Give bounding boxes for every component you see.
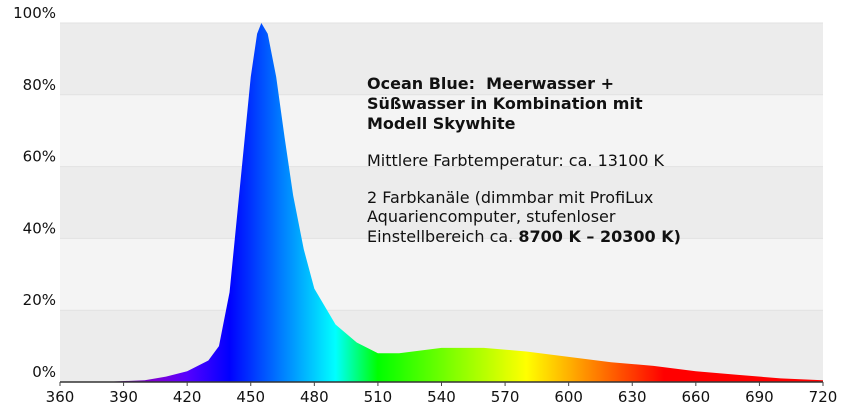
y-tick-label: 100% (13, 4, 56, 22)
x-tick-label: 570 (491, 388, 520, 406)
x-tick-label: 600 (554, 388, 583, 406)
x-tick-label: 390 (109, 388, 138, 406)
y-tick-label: 0% (32, 363, 56, 381)
y-tick-label: 40% (23, 219, 56, 237)
grid-band (60, 238, 823, 311)
y-tick-label: 60% (23, 148, 56, 166)
annotation-text: Aquariencomputer, stufenloser (367, 207, 616, 226)
x-tick-label: 450 (236, 388, 265, 406)
spectrum-area (60, 23, 823, 382)
annotation: Ocean Blue: Meerwasser + Süßwasser in Ko… (367, 74, 681, 246)
annotation-text: Einstellbereich ca. (367, 227, 518, 246)
x-tick-label: 690 (745, 388, 774, 406)
x-tick-label: 720 (809, 388, 838, 406)
annotation-text: Einstellbereich ca. 8700 K – 20300 K) (367, 227, 681, 246)
grid-band (60, 94, 823, 167)
x-tick-label: 360 (46, 388, 75, 406)
grid-band (60, 166, 823, 239)
x-tick-label: 630 (618, 388, 647, 406)
x-tick-label: 510 (364, 388, 393, 406)
x-tick-label: 420 (173, 388, 202, 406)
x-tick-label: 660 (682, 388, 711, 406)
x-tick-label: 540 (427, 388, 456, 406)
annotation-title: Modell Skywhite (367, 114, 516, 133)
y-tick-label: 80% (23, 76, 56, 94)
x-tick-label: 480 (300, 388, 329, 406)
annotation-bold: 8700 K – 20300 K) (518, 227, 681, 246)
annotation-title: Süßwasser in Kombination mit (367, 94, 643, 113)
annotation-text: Mittlere Farbtemperatur: ca. 13100 K (367, 151, 665, 170)
grid-band (60, 23, 823, 95)
annotation-text: 2 Farbkanäle (dimmbar mit ProfiLux (367, 188, 653, 207)
y-tick-label: 20% (23, 291, 56, 309)
annotation-title: Ocean Blue: Meerwasser + (367, 74, 614, 93)
